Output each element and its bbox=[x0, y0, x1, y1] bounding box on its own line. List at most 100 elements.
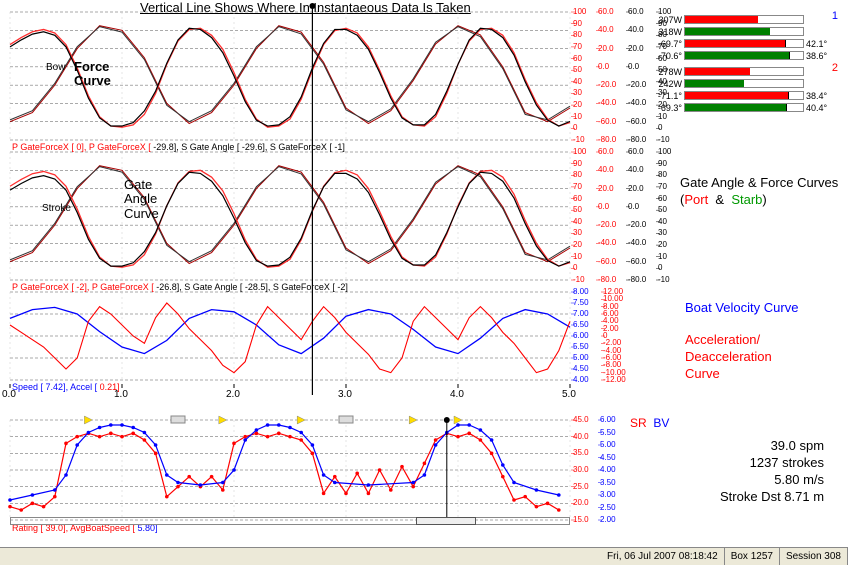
summary-dist: Stroke Dst 8.71 m bbox=[720, 489, 824, 506]
axis-tick: 7.00 bbox=[573, 309, 601, 318]
axis-tick: -40.0 bbox=[598, 238, 626, 247]
axis-tick: 40 bbox=[658, 217, 686, 226]
panel2-gate-label: GateAngleCurve bbox=[124, 178, 159, 221]
axis-tick: -20.0 bbox=[628, 220, 656, 229]
axis-tick: 5.50 bbox=[573, 342, 601, 351]
axis-tick: 3.00 bbox=[600, 490, 628, 499]
axis-tick: 40.0 bbox=[598, 165, 626, 174]
sr-bv-label: SR BV bbox=[630, 416, 669, 430]
axis-tick: 20.0 bbox=[628, 184, 656, 193]
axis-tick: 8.00 bbox=[573, 287, 601, 296]
axis-tick: 0.0 bbox=[598, 202, 626, 211]
panel3-readout: Speed [ 7.42], Accel [ 0.21] bbox=[12, 382, 120, 392]
xaxis-tick: 1.0 bbox=[114, 389, 128, 400]
axis-tick: 80 bbox=[658, 30, 686, 39]
axis-tick: 40.0 bbox=[573, 432, 601, 441]
axis-tick: 20 bbox=[658, 240, 686, 249]
axis-tick: 100 bbox=[573, 147, 601, 156]
axis-tick: 4.50 bbox=[573, 364, 601, 373]
status-session: Session 308 bbox=[780, 548, 848, 565]
axis-tick: 20 bbox=[573, 240, 601, 249]
axis-tick: 4.50 bbox=[600, 453, 628, 462]
axis-tick: 5.00 bbox=[573, 353, 601, 362]
statusbar: Fri, 06 Jul 2007 08:18:42 Box 1257 Sessi… bbox=[0, 547, 848, 565]
axis-tick: 60.0 bbox=[628, 147, 656, 156]
axis-tick: 40.0 bbox=[598, 25, 626, 34]
axis-tick: 70 bbox=[573, 182, 601, 191]
axis-tick: -80.0 bbox=[628, 275, 656, 284]
panel1-force-label: ForceCurve bbox=[74, 60, 111, 89]
summary-block: 39.0 spm 1237 strokes 5.80 m/s Stroke Ds… bbox=[720, 438, 824, 506]
axis-tick: 90 bbox=[658, 19, 686, 28]
axis-tick: -40.0 bbox=[628, 98, 656, 107]
xaxis-tick: 4.0 bbox=[450, 389, 464, 400]
axis-tick: 70 bbox=[658, 42, 686, 51]
axis-tick: 0 bbox=[573, 123, 601, 132]
axis-tick: 60.0 bbox=[628, 7, 656, 16]
axis-tick: 70 bbox=[573, 42, 601, 51]
axis-tick: 30 bbox=[658, 228, 686, 237]
axis-tick: -80.0 bbox=[598, 135, 626, 144]
axis-tick: 80 bbox=[573, 30, 601, 39]
axis-tick: 40 bbox=[573, 217, 601, 226]
axis-tick: 60.0 bbox=[598, 7, 626, 16]
axis-tick: 30 bbox=[658, 88, 686, 97]
axis-tick: 0 bbox=[658, 263, 686, 272]
sr-label: SR bbox=[630, 416, 647, 430]
panel2-stroke-label: Stroke bbox=[42, 203, 71, 214]
axis-tick: -20.0 bbox=[628, 80, 656, 89]
axis-tick: -40.0 bbox=[628, 238, 656, 247]
axis-tick: 10 bbox=[658, 252, 686, 261]
axis-tick: 40 bbox=[658, 77, 686, 86]
axis-tick: 10 bbox=[573, 112, 601, 121]
axis-tick: -10 bbox=[658, 135, 686, 144]
axis-tick: 0.0 bbox=[628, 62, 656, 71]
axis-tick: 0.0 bbox=[598, 62, 626, 71]
axis-tick: 0 bbox=[573, 263, 601, 272]
scrub-track[interactable] bbox=[10, 517, 570, 525]
axis-tick: -80.0 bbox=[628, 135, 656, 144]
axis-tick: -60.0 bbox=[628, 117, 656, 126]
axis-tick: 6.50 bbox=[573, 320, 601, 329]
axis-tick: 90 bbox=[573, 19, 601, 28]
axis-tick: 7.50 bbox=[573, 298, 601, 307]
axis-tick: 100 bbox=[658, 7, 686, 16]
axis-tick: -60.0 bbox=[598, 257, 626, 266]
starb-label: Starb bbox=[731, 192, 762, 207]
axis-tick: 20.0 bbox=[573, 498, 601, 507]
axis-tick: -20.0 bbox=[598, 80, 626, 89]
axis-tick: 4.00 bbox=[600, 465, 628, 474]
axis-tick: -20.0 bbox=[598, 220, 626, 229]
port-label: Port bbox=[684, 192, 708, 207]
gate-angle-text: Gate Angle & Force Curves bbox=[680, 175, 838, 190]
axis-tick: -10 bbox=[658, 275, 686, 284]
status-box: Box 1257 bbox=[725, 548, 780, 565]
axis-tick: 60.0 bbox=[598, 147, 626, 156]
xaxis-tick: 0.0 bbox=[2, 389, 16, 400]
axis-tick: 50 bbox=[658, 205, 686, 214]
accel-annotation: Acceleration/ DeaccelerationCurve bbox=[685, 332, 848, 383]
panel2-readout: P GateForceX [ -2], P GateForceX [ -26.8… bbox=[12, 282, 348, 292]
axis-tick: 10 bbox=[573, 252, 601, 261]
axis-tick: 25.0 bbox=[573, 482, 601, 491]
axis-tick: 0 bbox=[658, 123, 686, 132]
xaxis-tick: 3.0 bbox=[338, 389, 352, 400]
axis-tick: 40.0 bbox=[628, 165, 656, 174]
axis-tick: 40.0 bbox=[628, 25, 656, 34]
axis-tick: -12.00 bbox=[603, 375, 631, 384]
scrub-thumb[interactable] bbox=[416, 517, 476, 525]
axis-tick: -80.0 bbox=[598, 275, 626, 284]
xaxis-tick: 2.0 bbox=[226, 389, 240, 400]
gate-angle-annotation: Gate Angle & Force Curves (Port & Starb) bbox=[680, 175, 838, 209]
axis-tick: 90 bbox=[658, 159, 686, 168]
axis-tick: 20.0 bbox=[598, 44, 626, 53]
axis-tick: 100 bbox=[658, 147, 686, 156]
axis-tick: 30 bbox=[573, 228, 601, 237]
axis-tick: 3.50 bbox=[600, 478, 628, 487]
axis-tick: 20.0 bbox=[628, 44, 656, 53]
summary-spm: 39.0 spm bbox=[720, 438, 824, 455]
axis-tick: -60.0 bbox=[598, 117, 626, 126]
axis-tick: 100 bbox=[573, 7, 601, 16]
axis-tick: 70 bbox=[658, 182, 686, 191]
axis-tick: 10 bbox=[658, 112, 686, 121]
